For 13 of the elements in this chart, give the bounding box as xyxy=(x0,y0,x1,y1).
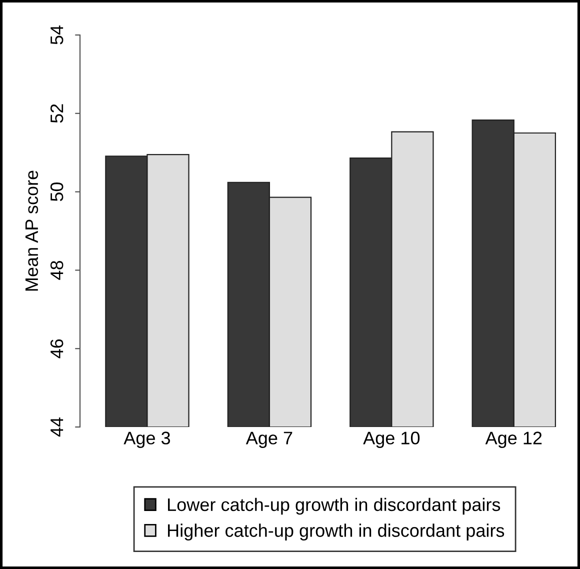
y-axis-title: Mean AP score xyxy=(25,170,38,291)
x-tick-label: Age 12 xyxy=(485,432,542,448)
y-tick-label: 54 xyxy=(50,25,64,44)
x-tick-label: Age 3 xyxy=(124,432,170,448)
y-tick-label: 44 xyxy=(50,417,64,437)
y-tick-label: 46 xyxy=(50,339,64,358)
y-tick-label: 48 xyxy=(50,260,64,280)
legend-label: Higher catch-up growth in discordant pairs xyxy=(168,524,504,541)
y-tick-label: 52 xyxy=(50,104,64,123)
x-tick-label: Age 10 xyxy=(363,432,420,448)
y-tick-label: 50 xyxy=(50,182,64,202)
x-tick-label: Age 7 xyxy=(246,432,292,448)
legend-label: Lower catch-up growth in discordant pairs xyxy=(168,498,500,515)
